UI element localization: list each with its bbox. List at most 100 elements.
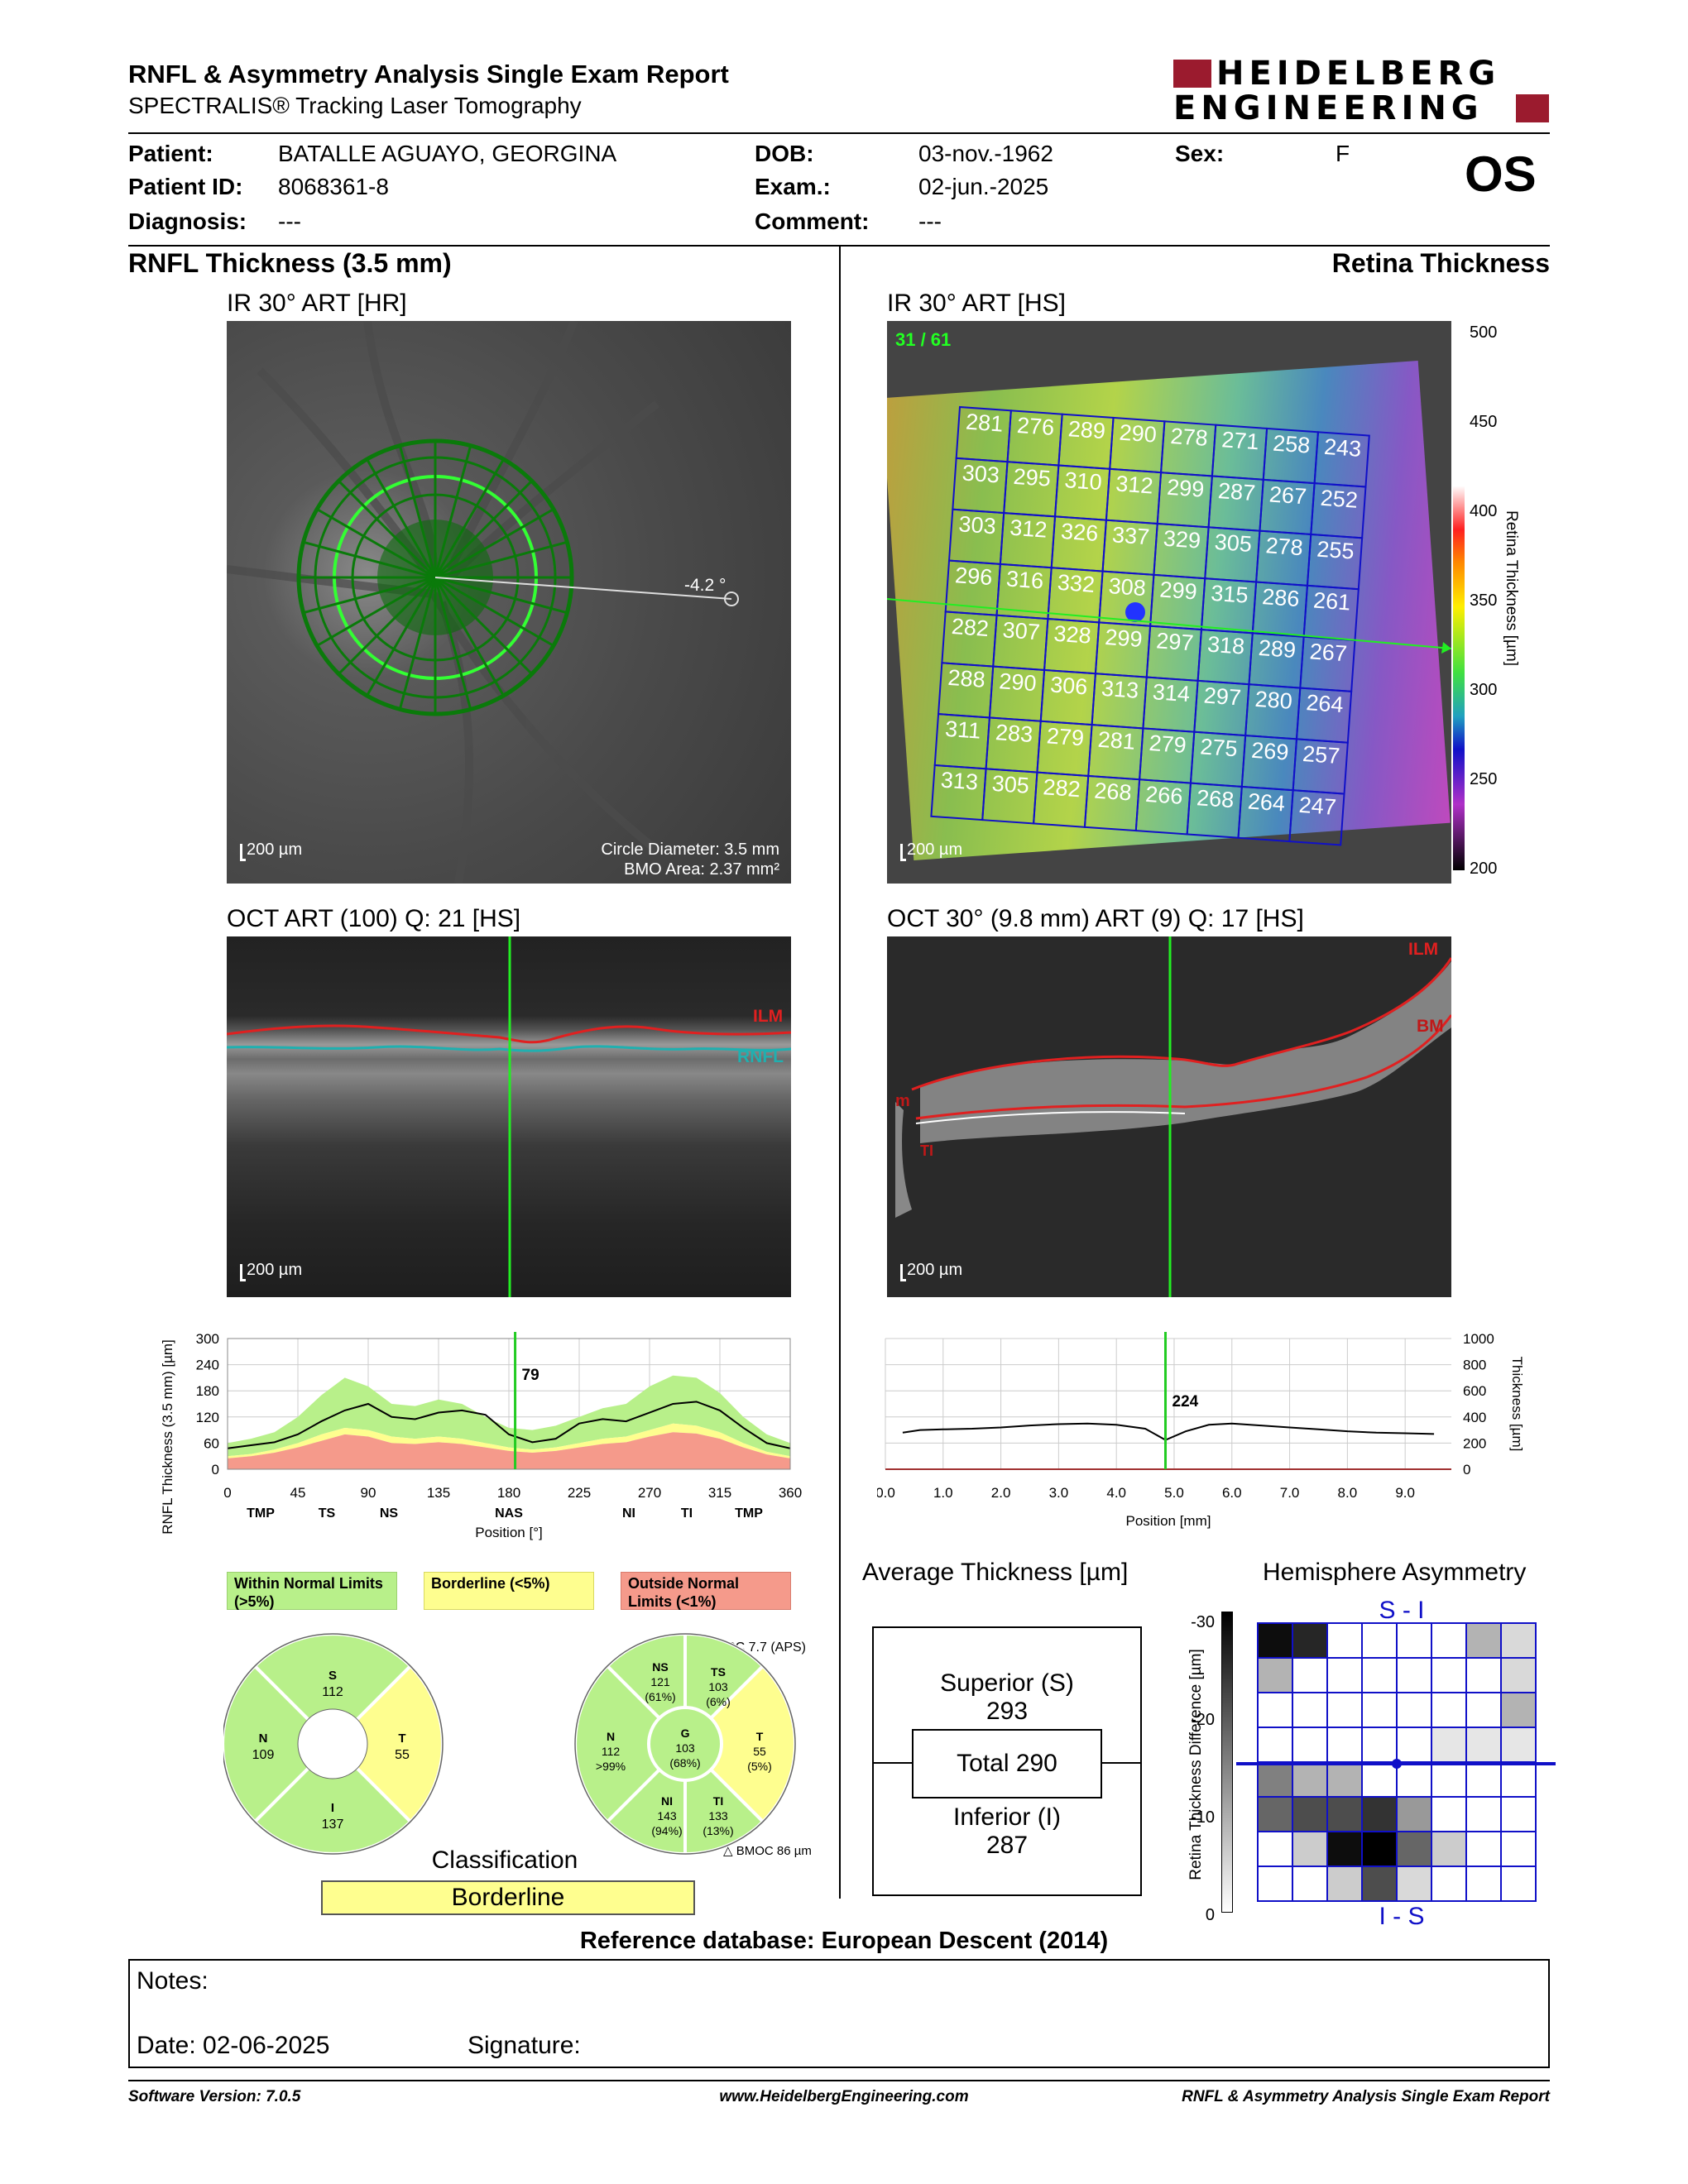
ilm-label-right: ILM [1408,940,1438,959]
pie-ti-pct: (13%) [703,1824,733,1837]
grid-value: 290 [1119,420,1158,448]
asymmetry-cell [1326,1727,1363,1763]
x-tick-label: 0.0 [877,1485,895,1501]
pie-t-label: T [398,1731,405,1746]
website-link[interactable]: www.HeidelbergEngineering.com [719,2088,969,2105]
grid-value: 252 [1320,486,1359,513]
sector-label: NI [622,1506,635,1521]
asymmetry-cell [1361,1761,1398,1798]
pie-g-pct: (68%) [669,1756,700,1770]
pie-ts-pct: (6%) [706,1695,731,1708]
asymmetry-cell [1500,1622,1537,1659]
grid-value: 326 [1060,519,1099,546]
asymmetry-cell [1465,1692,1502,1728]
radial-scan-line [434,445,472,578]
fovea-marker [1125,602,1145,622]
sector-label: TI [681,1506,693,1521]
grid-value: 267 [1309,639,1348,666]
notes-date: Date: 02-06-2025 [137,2032,330,2059]
grid-value: 299 [1159,577,1198,604]
asymmetry-grid [1236,1622,1556,1902]
radial-scan-line [434,480,533,579]
grid-value: 281 [1097,727,1136,754]
y-axis-label: Thickness [µm] [1509,1357,1523,1452]
notes-label: Notes: [137,1967,209,1995]
ir-left-title: IR 30° ART [HR] [227,290,407,317]
asymmetry-cell [1500,1796,1537,1832]
asymmetry-axis-label: Retina Thickness Difference [µm] [1187,1649,1205,1880]
grid-value: 268 [1093,778,1132,806]
reference-database: Reference database: European Descent (20… [579,1928,1109,1954]
x-tick-label: 3.0 [1049,1485,1069,1501]
radial-scan-line [316,508,436,579]
asymmetry-cell [1396,1727,1432,1763]
grid-value: 264 [1247,788,1286,816]
asymmetry-cell [1431,1657,1467,1693]
grid-value: 255 [1316,537,1355,564]
dob-label: DOB: [755,141,814,166]
asymmetry-cell [1396,1866,1432,1902]
ti-label: TI [920,1142,933,1159]
asymmetry-cell [1500,1727,1537,1763]
heidelberg-logo: HEIDELBERG ENGINEERING [1173,55,1549,129]
asymmetry-cell [1292,1657,1328,1693]
grid-value: 286 [1261,584,1300,611]
pie-n2-value: 112 [602,1745,621,1758]
grid-value: 287 [1217,478,1256,505]
oct-rnfl-bscan: ILM RNFL 200 µm [227,936,791,1297]
radial-scan-line [434,576,554,647]
total-value: Total 290 [912,1729,1102,1798]
x-tick-label: 135 [427,1485,450,1501]
plot-frame [227,1338,791,1470]
borderline-band [228,1423,790,1458]
y-tick-label: 200 [1463,1435,1486,1451]
asymmetry-cell [1431,1622,1467,1659]
asymmetry-cell [1500,1692,1537,1728]
oct-left-scale: 200 µm [239,1261,303,1281]
grid-value: 288 [947,665,986,692]
rnfl-thickness-line [227,1401,791,1449]
asymmetry-top-label: S - I [1379,1597,1425,1624]
grid-value: 280 [1254,687,1293,714]
pie-n-value: 109 [252,1748,275,1762]
grid-value: 295 [1013,464,1052,491]
grid-value: 282 [1043,774,1081,802]
x-tick-label: 90 [361,1485,376,1501]
software-version: Software Version: 7.0.5 [128,2088,301,2105]
bmo-area: BMO Area: 2.37 mm² [624,860,779,879]
asymmetry-cell [1361,1866,1398,1902]
bm-label: BM [1417,1017,1444,1036]
grid-value: 329 [1163,526,1201,553]
inferior-label: Inferior (I) [952,1803,1062,1831]
grid-value: 328 [1053,621,1092,649]
x-tick-label: 5.0 [1164,1485,1184,1501]
y-tick-label: 1000 [1463,1331,1494,1347]
y-tick-label: 600 [1463,1383,1486,1399]
footer-report-name: RNFL & Asymmetry Analysis Single Exam Re… [1182,2088,1550,2105]
y-tick-label: 800 [1463,1358,1486,1373]
asymmetry-cell [1396,1622,1432,1659]
sector-label: TMP [247,1506,275,1521]
x-axis-label: Position [mm] [1126,1513,1211,1529]
grid-value: 299 [1166,475,1205,502]
grid-cell [1288,789,1345,846]
diagnosis-label: Diagnosis: [128,208,247,234]
grid-value: 269 [1250,738,1289,765]
asymmetry-cell [1257,1761,1293,1798]
asymmetry-cell [1465,1796,1502,1832]
y-tick-label: 0 [212,1462,219,1478]
y-tick-label: 120 [196,1410,219,1425]
ir-left-scale: 200 µm [239,841,303,861]
radial-scan-line [434,576,568,615]
asymmetry-cell [1396,1831,1432,1867]
radial-scan-line [398,445,437,578]
asymmetry-cell [1292,1866,1328,1902]
superior-label: Superior (S) [940,1669,1074,1697]
fovea-point [1392,1759,1402,1769]
pie-ni-pct: (94%) [651,1824,682,1837]
dob: 03-nov.-1962 [918,141,1053,166]
ir-right-title: IR 30° ART [HS] [887,290,1066,317]
x-tick-label: 360 [779,1485,802,1501]
pie-t2-value: 55 [753,1745,766,1758]
asymmetry-cell [1396,1761,1432,1798]
